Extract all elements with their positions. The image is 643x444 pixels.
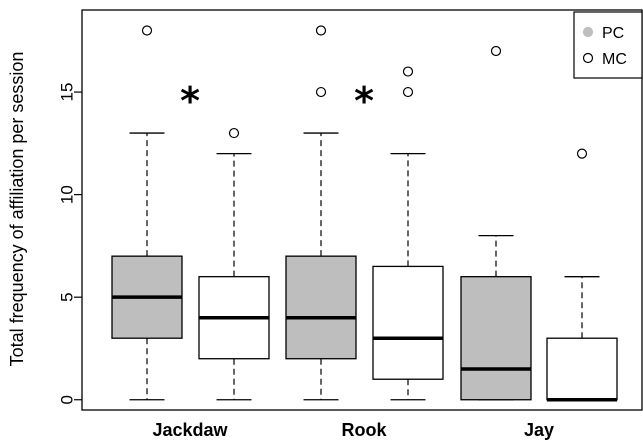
outlier-point: [315, 86, 327, 98]
y-tick-label: 5: [57, 292, 76, 301]
box-jackdaw-pc: [111, 25, 183, 401]
legend-label-pc: PC: [602, 25, 624, 42]
legend-box: [573, 11, 643, 79]
y-axis-title: Total frequency of affiliation per sessi…: [7, 52, 27, 367]
y-tick-label: 15: [57, 83, 76, 102]
plot-frame: [81, 9, 643, 411]
box-jackdaw-mc: [198, 127, 270, 401]
iqr-box: [546, 337, 618, 401]
plot-area: [81, 9, 643, 411]
annotations: * *: [180, 79, 374, 123]
outlier-point: [490, 45, 502, 57]
iqr-box: [372, 265, 444, 380]
outlier-point: [315, 25, 327, 36]
box-jay-mc: [546, 148, 618, 402]
iqr-box: [285, 255, 357, 360]
significance-marker: *: [354, 79, 374, 123]
outlier-point: [402, 86, 414, 98]
x-category-label: Rook: [342, 420, 388, 440]
x-category-label: Jackdaw: [152, 420, 228, 440]
outlier-point: [228, 127, 240, 139]
box-rook-pc: [285, 25, 357, 401]
y-axis: 0 5 10 15: [57, 83, 82, 404]
y-tick-label: 0: [57, 395, 76, 404]
iqr-box: [460, 276, 532, 401]
significance-marker: *: [180, 79, 200, 123]
x-category-label: Jay: [524, 420, 554, 440]
box-jay-pc: [460, 45, 532, 401]
legend-marker-mc: [582, 52, 594, 64]
outlier-point: [576, 148, 588, 159]
outlier-point: [141, 25, 153, 36]
legend-marker-pc: [582, 26, 594, 38]
x-axis-categories: Jackdaw Rook Jay: [152, 420, 554, 440]
y-tick-label: 10: [57, 185, 76, 204]
outlier-point: [402, 66, 414, 77]
box-rook-mc: [372, 66, 444, 401]
legend-label-mc: MC: [602, 51, 627, 68]
boxes: [111, 25, 618, 402]
legend: PC MC: [573, 11, 643, 79]
